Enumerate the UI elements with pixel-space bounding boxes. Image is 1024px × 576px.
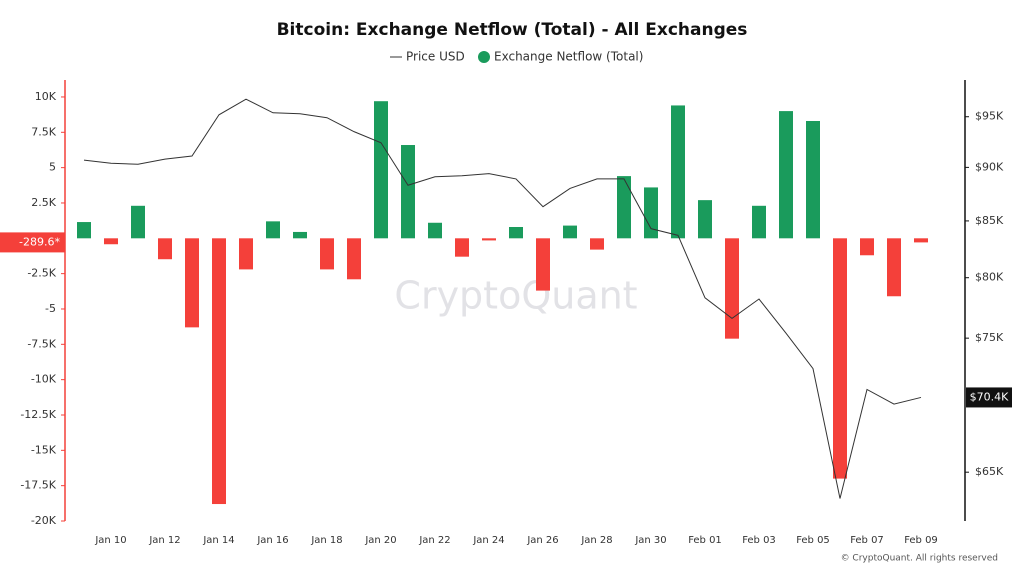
price-line [83, 98, 922, 499]
bar [644, 187, 658, 239]
x-tick-label: Feb 03 [742, 535, 776, 546]
x-tick-label: Jan 12 [148, 535, 180, 546]
bar [563, 225, 577, 239]
x-tick-label: Jan 28 [580, 535, 612, 546]
x-tick-label: Jan 20 [364, 535, 396, 546]
bar [914, 238, 928, 243]
current-marker [966, 387, 1012, 408]
y2-tick-label: $75K [975, 331, 1004, 344]
x-tick-label: Jan 26 [526, 535, 558, 546]
bar [509, 227, 523, 239]
legend-label: Price USD [406, 50, 465, 64]
y-tick-label: -17.5K [20, 479, 56, 492]
bar [104, 238, 118, 245]
y-tick-label: -20K [31, 514, 57, 527]
bar [833, 238, 847, 479]
y-tick-label: -12.5K [20, 408, 56, 421]
chart-title: Bitcoin: Exchange Netflow (Total) - All … [277, 20, 748, 40]
bar [752, 205, 766, 239]
watermark: CryptoQuant [394, 274, 637, 318]
bar [617, 176, 631, 239]
bar [347, 238, 361, 280]
y-tick-label: -15K [31, 443, 57, 456]
y2-tick-label: $80K [975, 271, 1004, 284]
y-tick-label: 7.5K [31, 125, 56, 138]
bar [374, 101, 388, 239]
bar [887, 238, 901, 297]
bar [698, 200, 712, 239]
legend-swatch [478, 51, 490, 63]
bar [401, 145, 415, 239]
current-label: -289.6* [19, 235, 60, 248]
bar [185, 238, 199, 328]
y-tick-label: -2.5K [27, 267, 56, 280]
x-tick-label: Feb 01 [688, 535, 722, 546]
bar [860, 238, 874, 256]
x-tick-label: Jan 24 [472, 535, 504, 546]
current-label: $70.4K [970, 390, 1009, 403]
y-tick-label: -10K [31, 373, 57, 386]
current-marker [0, 232, 65, 253]
bar [239, 238, 253, 270]
x-tick-label: Jan 16 [256, 535, 288, 546]
bar [158, 238, 172, 260]
x-tick-label: Feb 05 [796, 535, 830, 546]
x-tick-label: Jan 18 [310, 535, 342, 546]
y-tick-label: 2.5K [31, 196, 56, 209]
x-tick-label: Feb 09 [904, 535, 938, 546]
bar [806, 120, 820, 239]
legend-label: Exchange Netflow (Total) [494, 50, 643, 64]
copyright: © CryptoQuant. All rights reserved [841, 554, 998, 564]
bar [77, 222, 91, 239]
x-tick-label: Jan 14 [202, 535, 234, 546]
bar [671, 105, 685, 239]
x-tick-label: Feb 07 [850, 535, 884, 546]
bar [779, 111, 793, 239]
y-tick-label: 10K [35, 90, 57, 103]
bar [482, 238, 496, 241]
bar [266, 221, 280, 239]
x-tick-label: Jan 22 [418, 535, 450, 546]
y2-tick-label: $90K [975, 160, 1004, 173]
bar [725, 238, 739, 339]
bar [320, 238, 334, 270]
y2-tick-label: $95K [975, 110, 1004, 123]
bar [131, 205, 145, 239]
bar [212, 238, 226, 505]
y2-tick-label: $85K [975, 214, 1004, 227]
x-tick-label: Jan 30 [634, 535, 666, 546]
y-tick-label: -7.5K [27, 337, 56, 350]
bar [455, 238, 469, 257]
y2-tick-label: $65K [975, 465, 1004, 478]
x-tick-label: Jan 10 [94, 535, 126, 546]
bar [428, 222, 442, 239]
y-tick-label: -5 [45, 302, 56, 315]
y-tick-label: 5 [49, 161, 56, 174]
bar [293, 231, 307, 239]
bar [536, 238, 550, 291]
bar [590, 238, 604, 250]
